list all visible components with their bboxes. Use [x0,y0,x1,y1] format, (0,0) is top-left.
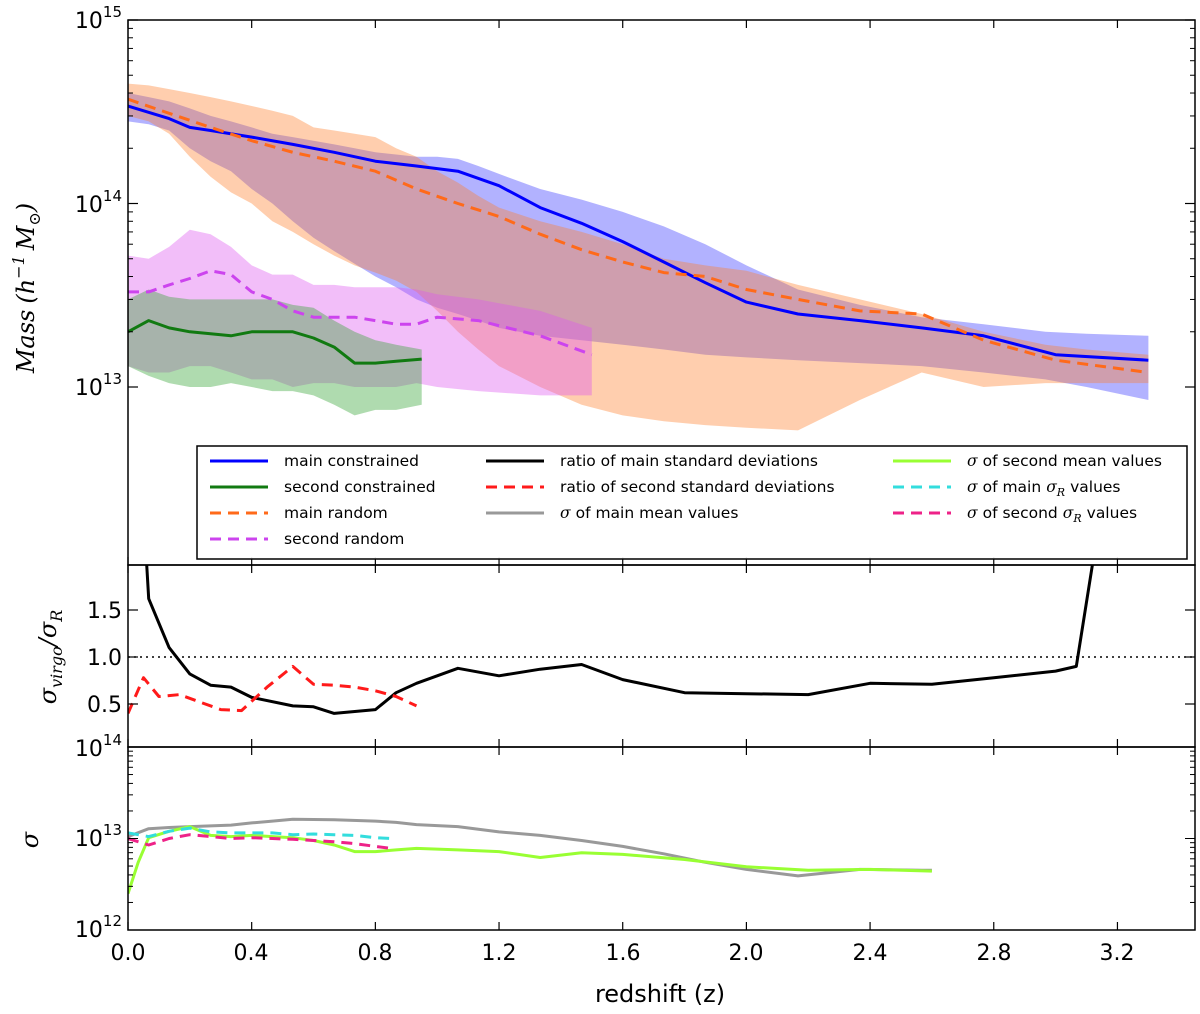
band-second-constrained-range [128,289,422,416]
legend: main constrained second constrained main… [196,445,1188,560]
middle-panel-plot [128,565,1195,715]
band-second-random-range [128,229,592,396]
mid-y-tick-1.0: 1.0 [87,646,122,671]
series-of-second-mean-values [128,825,932,895]
x-tick-2.4: 2.4 [853,941,888,966]
legend-label-ratio-main: ratio of main standard deviations [560,452,818,470]
top-panel-plot [128,83,1149,431]
band-main-random-range [128,83,1149,431]
legend-label-ratio-second: ratio of second standard deviations [560,478,835,496]
x-tick-0.0: 0.0 [111,941,146,966]
bot-y-tick-1e14: 1014 [75,731,122,762]
top-y-tick-1e13: 1013 [75,370,122,401]
series-second-random [128,269,593,357]
legend-label-main-random: main random [284,504,388,522]
bottom-panel-plot [128,817,932,895]
x-tick-0.8: 0.8 [358,941,393,966]
series-ratio-of-second-standard-deviations [128,664,418,714]
x-tick-1.6: 1.6 [606,941,641,966]
mid-y-tick-1.5: 1.5 [87,599,122,624]
legend-label-sigma-second-sigmaR: σ of second σR values [967,504,1137,525]
legend-label-second-constrained: second constrained [284,478,436,496]
axis-ticks [127,19,1195,931]
legend-label-sigma-main-mean: σ of main mean values [560,504,738,522]
legend-label-main-constrained: main constrained [284,452,419,470]
bot-y-tick-1e13: 1013 [75,821,122,852]
middle-y-axis-label: σvirgo/σR [34,610,66,705]
x-tick-2.0: 2.0 [729,941,764,966]
bot-y-tick-1e12: 1012 [75,912,122,943]
x-tick-0.4: 0.4 [234,941,269,966]
top-y-tick-1e14: 1014 [75,187,122,218]
middle-panel-frame [127,564,1196,748]
series-of-main-mean-values [128,817,932,878]
legend-label-sigma-second-mean: σ of second mean values [967,452,1162,470]
series-of-second-r-values [128,833,391,850]
legend-box [196,445,1188,560]
series-ratio-of-main-standard-deviations [145,565,1094,715]
x-tick-2.8: 2.8 [977,941,1012,966]
series-main-random [128,97,1149,374]
legend-label-second-random: second random [284,530,404,548]
top-y-tick-1e15: 1015 [75,3,122,34]
bottom-y-axis-label: σ [16,831,44,848]
series-second-constrained [128,319,422,365]
legend-label-sigma-main-sigmaR: σ of main σR values [967,478,1121,499]
mid-y-tick-0.5: 0.5 [87,693,122,718]
x-tick-3.2: 3.2 [1100,941,1135,966]
series-of-main-r-values [128,826,391,840]
x-tick-1.2: 1.2 [482,941,517,966]
top-y-axis-label: Mass(h−1M⊙) [9,203,44,374]
x-axis-label: redshift (z) [595,980,725,1008]
